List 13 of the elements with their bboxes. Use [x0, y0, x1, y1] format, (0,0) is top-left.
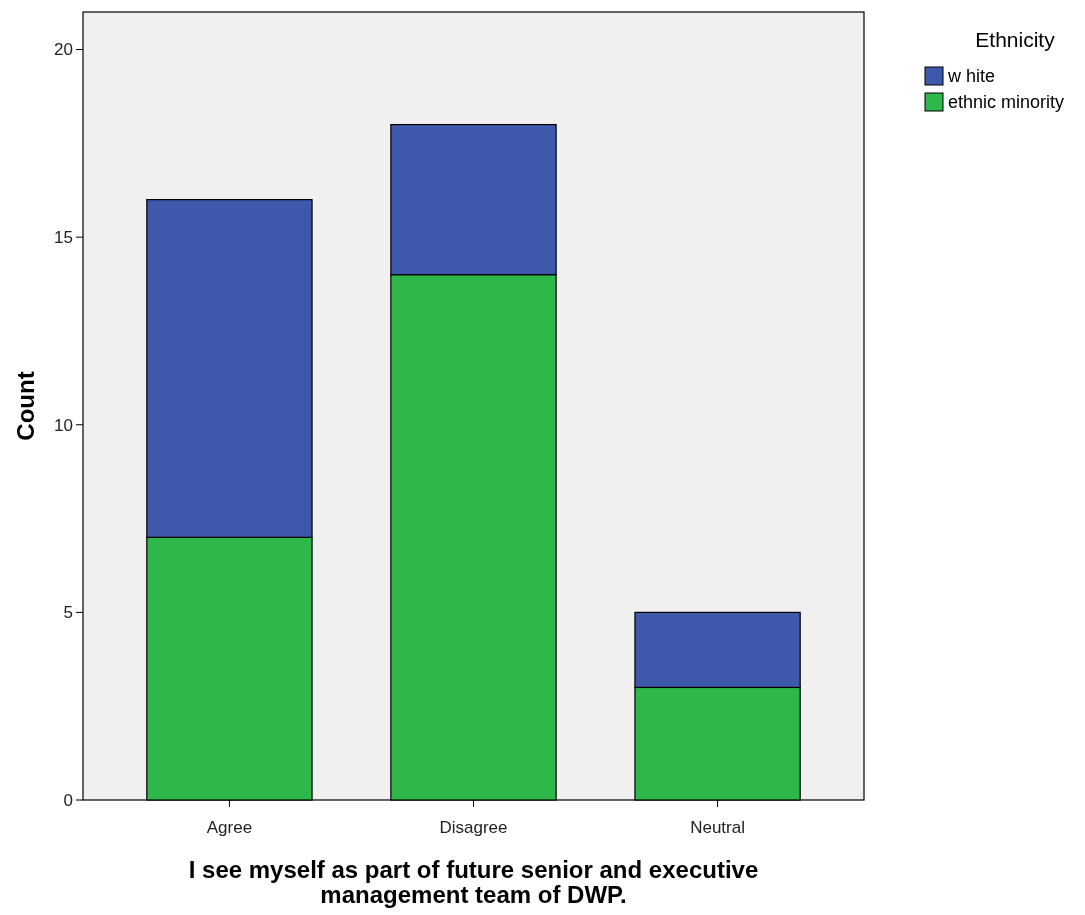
y-tick-label: 0	[63, 790, 73, 810]
y-axis-title: Count	[12, 371, 39, 441]
legend-label: w hite	[947, 66, 996, 87]
x-tick-label: Neutral	[690, 818, 745, 837]
x-tick-label: Disagree	[439, 818, 508, 837]
legend-label: ethnic minority	[948, 92, 1065, 113]
y-tick-label: 10	[54, 415, 73, 435]
y-tick-label: 5	[63, 603, 73, 623]
x-axis-title: I see myself as part of future senior and executive management team of DWP.	[188, 856, 759, 908]
y-tick-label: 15	[54, 228, 73, 248]
y-tick-label: 20	[54, 40, 73, 60]
legend-title: Ethnicity	[975, 28, 1056, 51]
x-tick-label: Agree	[206, 818, 253, 837]
